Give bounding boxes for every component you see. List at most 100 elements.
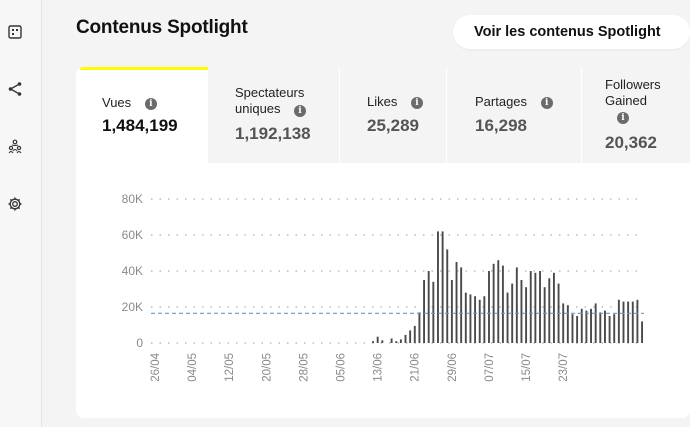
tab-unique-viewers[interactable]: Spectateurs uniques i 1,192,138 [208, 67, 339, 163]
x-tick-label: 04/05 [187, 353, 199, 382]
tab-unique-viewers-value: 1,192,138 [235, 124, 311, 143]
chart-bar[interactable] [441, 231, 444, 343]
chart-bar[interactable] [562, 303, 565, 343]
chart-bar[interactable] [636, 299, 639, 343]
info-icon[interactable]: i [540, 96, 553, 109]
chart-bar[interactable] [376, 336, 379, 343]
chart-bar[interactable] [515, 267, 518, 343]
chart-bar[interactable] [552, 272, 555, 343]
views-bar-chart: 80K 60K 40K 20K 0 26/04 04/05 12/05 20/05 28/05 0… [122, 192, 644, 382]
tab-likes-label: Likes i [367, 94, 423, 110]
info-icon[interactable]: i [410, 96, 423, 109]
x-tick-label: 13/06 [373, 353, 385, 382]
chart-bar[interactable] [418, 312, 421, 343]
info-icon[interactable]: i [144, 97, 157, 110]
chart-bar[interactable] [474, 296, 477, 343]
chart-bar[interactable] [543, 287, 546, 343]
chart-bar[interactable] [617, 299, 620, 343]
chart-bar[interactable] [548, 278, 551, 343]
y-tick-label: 40K [122, 264, 143, 278]
tab-shares[interactable]: Partages i 16,298 [447, 67, 581, 163]
chart-bar[interactable] [437, 231, 439, 343]
x-tick-label: 21/06 [410, 353, 422, 382]
chart-bar[interactable] [631, 301, 634, 343]
chart-bar[interactable] [492, 263, 495, 343]
chart-bar[interactable] [603, 310, 606, 343]
chart-bar[interactable] [576, 316, 579, 343]
chart-bar[interactable] [404, 334, 407, 343]
chart-bar[interactable] [409, 330, 412, 343]
tab-likes-value: 25,289 [367, 116, 419, 135]
chart-bar[interactable] [571, 314, 574, 343]
tab-followers-gained[interactable]: Followers Gained i 20,362 [582, 67, 690, 163]
views-chart: 80K 60K 40K 20K 0 26/04 04/05 12/05 20/05 28/05 0… [76, 163, 690, 418]
chart-bar[interactable] [432, 281, 435, 343]
view-spotlight-content-button[interactable]: Voir les contenus Spotlight [453, 15, 690, 49]
chart-bar[interactable] [390, 338, 393, 344]
chart-bar[interactable] [525, 287, 528, 343]
x-tick-label: 28/05 [298, 353, 310, 382]
chart-bar[interactable] [585, 310, 588, 343]
x-tick-label: 05/06 [336, 353, 348, 382]
active-tab-indicator [80, 67, 208, 70]
people-icon[interactable] [6, 138, 24, 156]
tab-likes[interactable]: Likes i 25,289 [340, 67, 446, 163]
y-tick-label: 80K [122, 192, 143, 206]
chart-bar[interactable] [501, 265, 504, 343]
metrics-card: Vues i 1,484,199 Spectateurs uniques i 1… [76, 67, 690, 418]
chart-bar[interactable] [641, 321, 643, 343]
chart-bar[interactable] [395, 341, 398, 343]
chart-bar[interactable] [627, 301, 630, 343]
chart-bar[interactable] [599, 312, 602, 343]
chart-bar[interactable] [469, 294, 472, 343]
chart-bar[interactable] [613, 314, 616, 343]
tab-views-value: 1,484,199 [102, 116, 178, 135]
chart-bar[interactable] [413, 325, 416, 343]
chart-bar[interactable] [608, 316, 611, 343]
chart-bar[interactable] [460, 267, 463, 343]
share-icon[interactable] [6, 80, 24, 98]
info-icon[interactable]: i [294, 105, 306, 117]
chart-bar[interactable] [594, 303, 597, 343]
x-tick-label: 23/07 [558, 353, 570, 382]
chart-bar[interactable] [478, 299, 481, 343]
chart-bar[interactable] [580, 308, 583, 343]
info-icon[interactable]: i [617, 112, 629, 124]
chart-bar[interactable] [381, 340, 384, 343]
x-tick-label: 20/05 [261, 353, 273, 382]
chart-bar[interactable] [372, 341, 374, 343]
x-tick-label: 29/06 [447, 353, 459, 382]
x-tick-label: 12/05 [224, 353, 236, 382]
chart-bar[interactable] [539, 271, 541, 343]
chart-bar[interactable] [455, 262, 458, 343]
chart-bar[interactable] [497, 260, 500, 343]
chart-bar[interactable] [427, 271, 430, 343]
dashboard-icon[interactable] [6, 23, 24, 41]
gear-icon[interactable] [6, 195, 24, 213]
chart-bar[interactable] [534, 272, 537, 343]
metric-tabs: Vues i 1,484,199 Spectateurs uniques i 1… [76, 67, 690, 163]
chart-bar[interactable] [566, 305, 569, 343]
chart-bar[interactable] [483, 296, 486, 343]
y-tick-label: 20K [122, 300, 143, 314]
chart-bar[interactable] [622, 301, 625, 343]
x-tick-label: 07/07 [484, 353, 496, 382]
tab-unique-viewers-label: Spectateurs uniques [235, 85, 305, 116]
tab-shares-label-text: Partages [475, 94, 528, 109]
tab-followers-value: 20,362 [605, 133, 657, 152]
tab-views-label: Vues i [102, 95, 157, 111]
tab-shares-label: Partages i [475, 94, 553, 110]
chart-bar[interactable] [464, 292, 467, 343]
chart-bar[interactable] [506, 292, 509, 343]
chart-bar[interactable] [423, 280, 426, 343]
chart-bar[interactable] [446, 249, 449, 343]
chart-bar[interactable] [520, 280, 523, 343]
chart-bar[interactable] [399, 339, 402, 343]
chart-bar[interactable] [488, 271, 490, 343]
chart-bar[interactable] [450, 280, 453, 343]
chart-bar[interactable] [590, 308, 592, 343]
tab-views[interactable]: Vues i 1,484,199 [76, 67, 208, 163]
x-tick-label: 26/04 [150, 352, 162, 381]
chart-bar[interactable] [529, 271, 532, 343]
chart-bar[interactable] [511, 283, 514, 343]
